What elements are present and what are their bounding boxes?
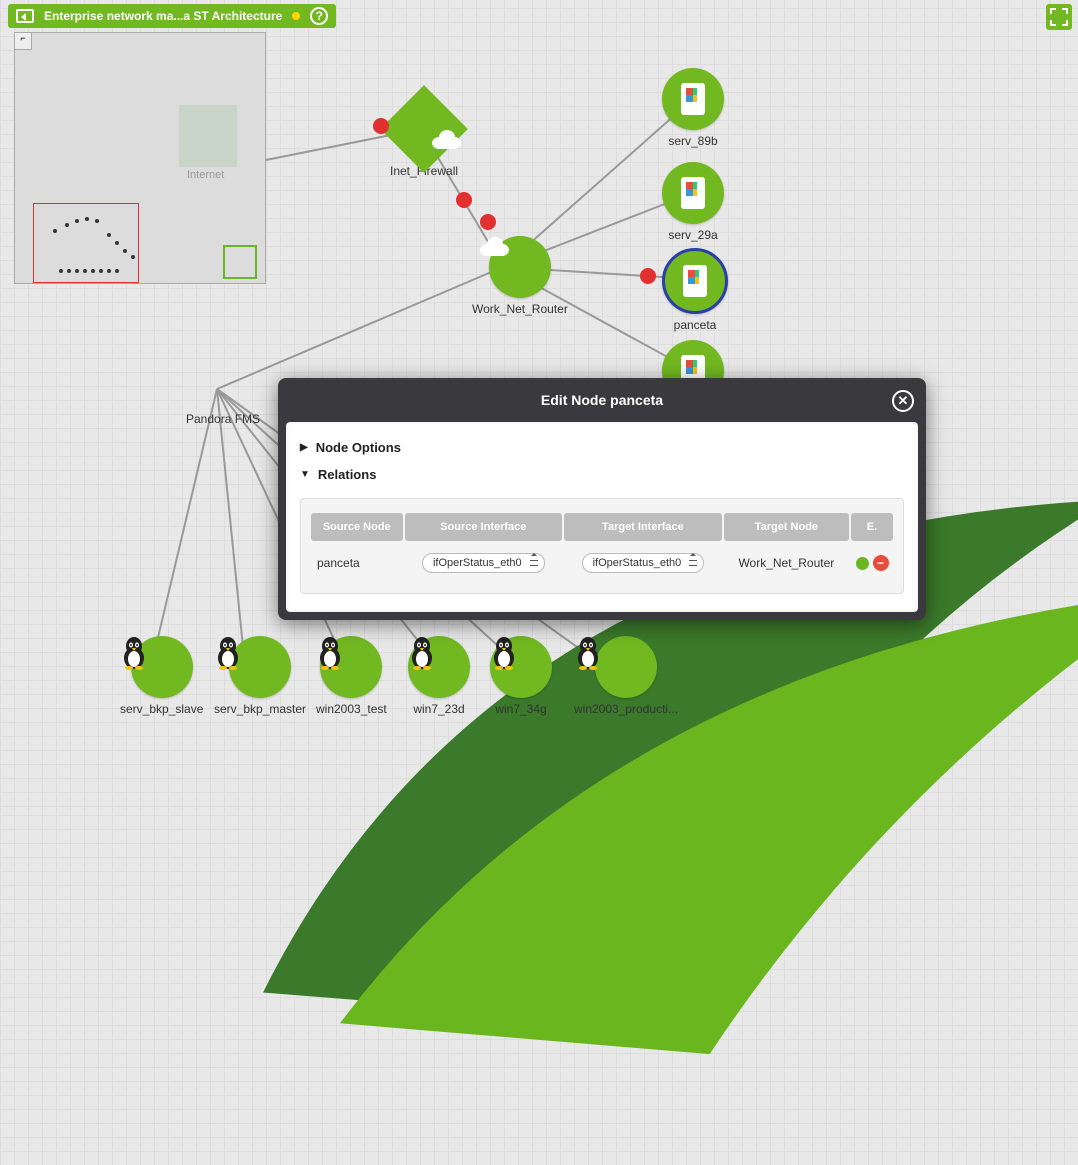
node-label: serv_bkp_master	[214, 702, 306, 716]
status-badge	[292, 12, 300, 20]
minimap-label: Internet	[187, 169, 224, 181]
help-icon[interactable]: ?	[310, 7, 328, 25]
node-label: panceta	[662, 318, 728, 332]
close-icon[interactable]: ✕	[892, 390, 914, 412]
table-row: panceta ifOperStatus_eth0 ifOperStatus_e…	[311, 547, 893, 579]
th-source-node: Source Node	[311, 513, 403, 541]
status-dot-icon	[373, 118, 389, 134]
node-label: win2003_test	[316, 702, 387, 716]
node-work_net_router[interactable]: Work_Net_Router	[472, 236, 568, 316]
back-icon[interactable]	[16, 9, 34, 23]
chevron-right-icon: ▶	[300, 442, 308, 453]
chevron-down-icon: ▼	[300, 469, 310, 480]
node-panceta[interactable]: panceta	[662, 248, 728, 332]
relations-panel: Source Node Source Interface Target Inte…	[300, 498, 904, 594]
th-source-interface: Source Interface	[405, 513, 563, 541]
status-dot-icon	[456, 192, 472, 208]
minimap-collapse-icon[interactable]: ⌐	[14, 32, 32, 50]
node-pandora[interactable]: Pandora FMS	[186, 358, 260, 426]
source-interface-select[interactable]: ifOperStatus_eth0	[422, 553, 545, 573]
section-relations[interactable]: ▼ Relations	[286, 461, 918, 488]
edit-node-dialog: Edit Node panceta ✕ ▶ Node Options ▼ Rel…	[278, 378, 926, 620]
node-label: serv_29a	[662, 228, 724, 242]
section-label: Relations	[318, 467, 377, 482]
page-title: Enterprise network ma...a ST Architectur…	[44, 9, 282, 23]
node-label: win7_23d	[408, 702, 470, 716]
node-label: serv_bkp_slave	[120, 702, 203, 716]
cell-source-node: panceta	[311, 547, 403, 579]
delete-relation-button[interactable]: −	[873, 555, 889, 571]
th-e: E.	[851, 513, 893, 541]
node-serv_29a[interactable]: serv_29a	[662, 162, 724, 242]
dialog-title: Edit Node panceta	[541, 392, 663, 408]
fullscreen-button[interactable]	[1046, 4, 1072, 30]
status-ok-icon	[856, 557, 869, 570]
node-inet_firewall[interactable]: Inet_Firewall	[390, 98, 458, 178]
relations-table: Source Node Source Interface Target Inte…	[309, 507, 895, 585]
minimap-green-region	[223, 245, 257, 279]
node-win2003_test[interactable]: win2003_test	[316, 636, 387, 716]
cell-target-node: Work_Net_Router	[724, 547, 849, 579]
node-win2003_prod[interactable]: win2003_producti...	[574, 636, 678, 716]
section-label: Node Options	[316, 440, 401, 455]
node-serv_bkp_master[interactable]: serv_bkp_master	[214, 636, 306, 716]
node-label: Work_Net_Router	[472, 302, 568, 316]
node-label: win2003_producti...	[574, 702, 678, 716]
dialog-header[interactable]: Edit Node panceta ✕	[278, 378, 926, 422]
status-dot-icon	[640, 268, 656, 284]
node-serv_89b[interactable]: serv_89b	[662, 68, 724, 148]
status-dot-icon	[480, 214, 496, 230]
titlebar: Enterprise network ma...a ST Architectur…	[8, 4, 336, 28]
section-node-options[interactable]: ▶ Node Options	[286, 434, 918, 461]
node-label: win7_34g	[490, 702, 552, 716]
target-interface-select[interactable]: ifOperStatus_eth0	[582, 553, 705, 573]
minimap-internet-block	[179, 105, 237, 167]
node-win7_34g[interactable]: win7_34g	[490, 636, 552, 716]
node-label: serv_89b	[662, 134, 724, 148]
node-win7_23d[interactable]: win7_23d	[408, 636, 470, 716]
node-serv_bkp_slave[interactable]: serv_bkp_slave	[120, 636, 203, 716]
th-target-interface: Target Interface	[564, 513, 722, 541]
th-target-node: Target Node	[724, 513, 849, 541]
minimap[interactable]: ⌐ Internet	[14, 32, 266, 284]
